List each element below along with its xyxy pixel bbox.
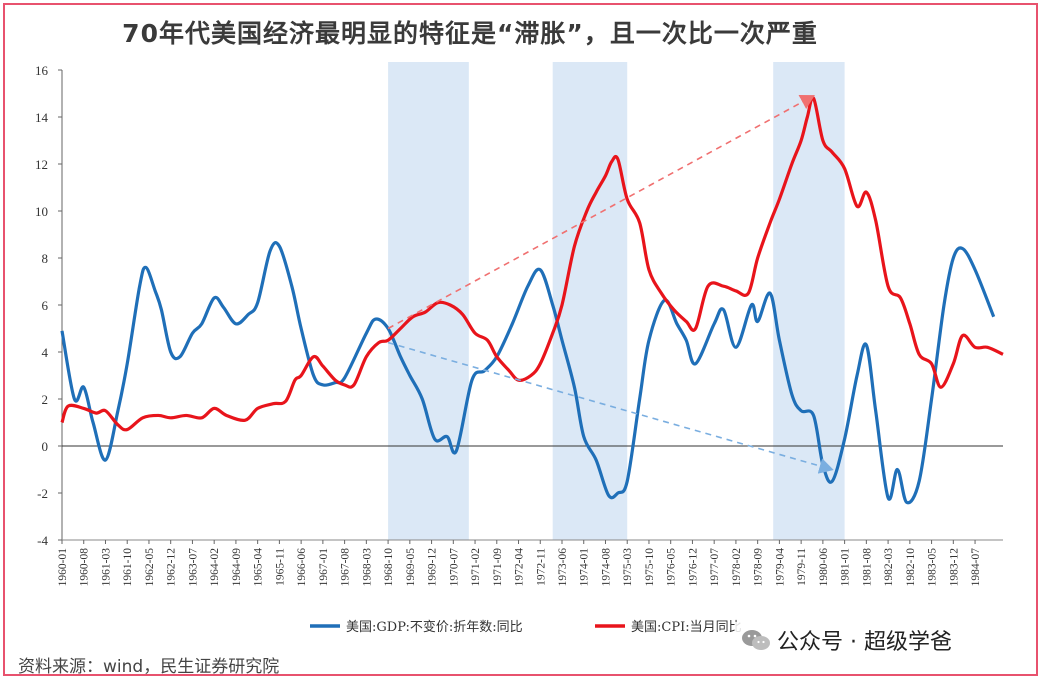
gdp-series-line — [60, 241, 996, 505]
y-tick-label: 6 — [42, 298, 49, 313]
y-tick-label: 16 — [35, 63, 49, 78]
x-tick-label: 1965-04 — [253, 548, 265, 587]
legend-label: 美国:GDP:不变价:折年数:同比 — [346, 619, 523, 635]
wechat-icon — [742, 630, 770, 650]
x-tick-label: 1964-09 — [231, 548, 243, 587]
cpi-series-line — [60, 95, 1004, 432]
y-tick-label: 12 — [35, 157, 48, 172]
x-tick-label: 1979-04 — [774, 548, 786, 587]
x-tick-label: 1977-07 — [709, 548, 721, 587]
x-tick-label: 1972-11 — [535, 548, 547, 586]
x-tick-label: 1968-03 — [361, 548, 373, 587]
x-tick-label: 1976-05 — [666, 548, 678, 587]
x-tick-label: 1964-02 — [209, 548, 221, 587]
x-tick-label: 1975-10 — [644, 548, 656, 587]
watermark-text: 公众号 · 超级学爸 — [777, 630, 952, 655]
shaded-period-3 — [773, 62, 845, 540]
shaded-period-2 — [552, 62, 628, 540]
x-tick-label: 1971-09 — [492, 548, 504, 587]
chart-title: 70年代美国经济最明显的特征是“滞胀”，且一次比一次严重 — [122, 19, 818, 48]
x-tick-label: 1960-01 — [57, 548, 69, 587]
x-tick-label: 1963-07 — [187, 548, 199, 587]
x-tick-label: 1972-04 — [514, 548, 526, 587]
x-tick-label: 1982-10 — [905, 548, 917, 587]
y-tick-label: 0 — [42, 439, 49, 454]
shaded-period-1 — [388, 62, 469, 540]
y-tick-label: -2 — [37, 486, 48, 501]
y-tick-label: 8 — [42, 251, 49, 266]
chart-frame — [3, 3, 1038, 676]
x-tick-label: 1973-06 — [557, 548, 569, 587]
x-tick-label: 1983-12 — [948, 548, 960, 587]
x-tick-label: 1960-08 — [79, 548, 91, 587]
x-tick-label: 1968-10 — [383, 548, 395, 587]
watermark: 公众号 · 超级学爸 — [735, 622, 958, 658]
x-tick-label: 1969-05 — [405, 548, 417, 587]
y-tick-label: 2 — [42, 392, 49, 407]
x-tick-label: 1961-03 — [100, 548, 112, 587]
x-tick-label: 1983-05 — [927, 548, 939, 587]
x-tick-label: 1962-05 — [144, 548, 156, 587]
x-tick-label: 1967-01 — [318, 548, 330, 587]
x-tick-label: 1979-11 — [796, 548, 808, 586]
x-tick-label: 1974-01 — [579, 548, 591, 587]
x-tick-label: 1984-07 — [970, 548, 982, 587]
legend-label: 美国:CPI:当月同比 — [631, 620, 742, 635]
x-tick-label: 1980-06 — [818, 548, 830, 587]
x-tick-label: 1978-02 — [731, 548, 743, 587]
x-tick-label: 1974-08 — [600, 548, 612, 587]
x-tick-label: 1982-03 — [883, 548, 895, 587]
x-tick-label: 1966-06 — [296, 548, 308, 587]
y-tick-label: 4 — [42, 345, 49, 360]
red-trend-arrow — [387, 94, 815, 330]
y-tick-label: 14 — [35, 110, 49, 125]
x-tick-label: 1962-12 — [166, 548, 178, 587]
x-tick-label: 1981-08 — [861, 548, 873, 587]
x-tick-label: 1970-07 — [448, 548, 460, 587]
y-tick-label: -4 — [37, 533, 48, 548]
x-tick-label: 1967-08 — [340, 548, 352, 587]
x-tick-label: 1981-01 — [840, 548, 852, 587]
x-tick-label: 1969-12 — [427, 548, 439, 587]
x-tick-label: 1961-10 — [122, 548, 134, 587]
x-tick-label: 1976-12 — [687, 548, 699, 587]
source-note: 资料来源：wind，民生证券研究院 — [18, 657, 280, 677]
x-tick-label: 1978-09 — [753, 548, 765, 587]
x-tick-label: 1965-11 — [274, 548, 286, 586]
y-tick-label: 10 — [35, 204, 48, 219]
x-tick-label: 1975-03 — [622, 548, 634, 587]
x-tick-label: 1971-02 — [470, 548, 482, 587]
